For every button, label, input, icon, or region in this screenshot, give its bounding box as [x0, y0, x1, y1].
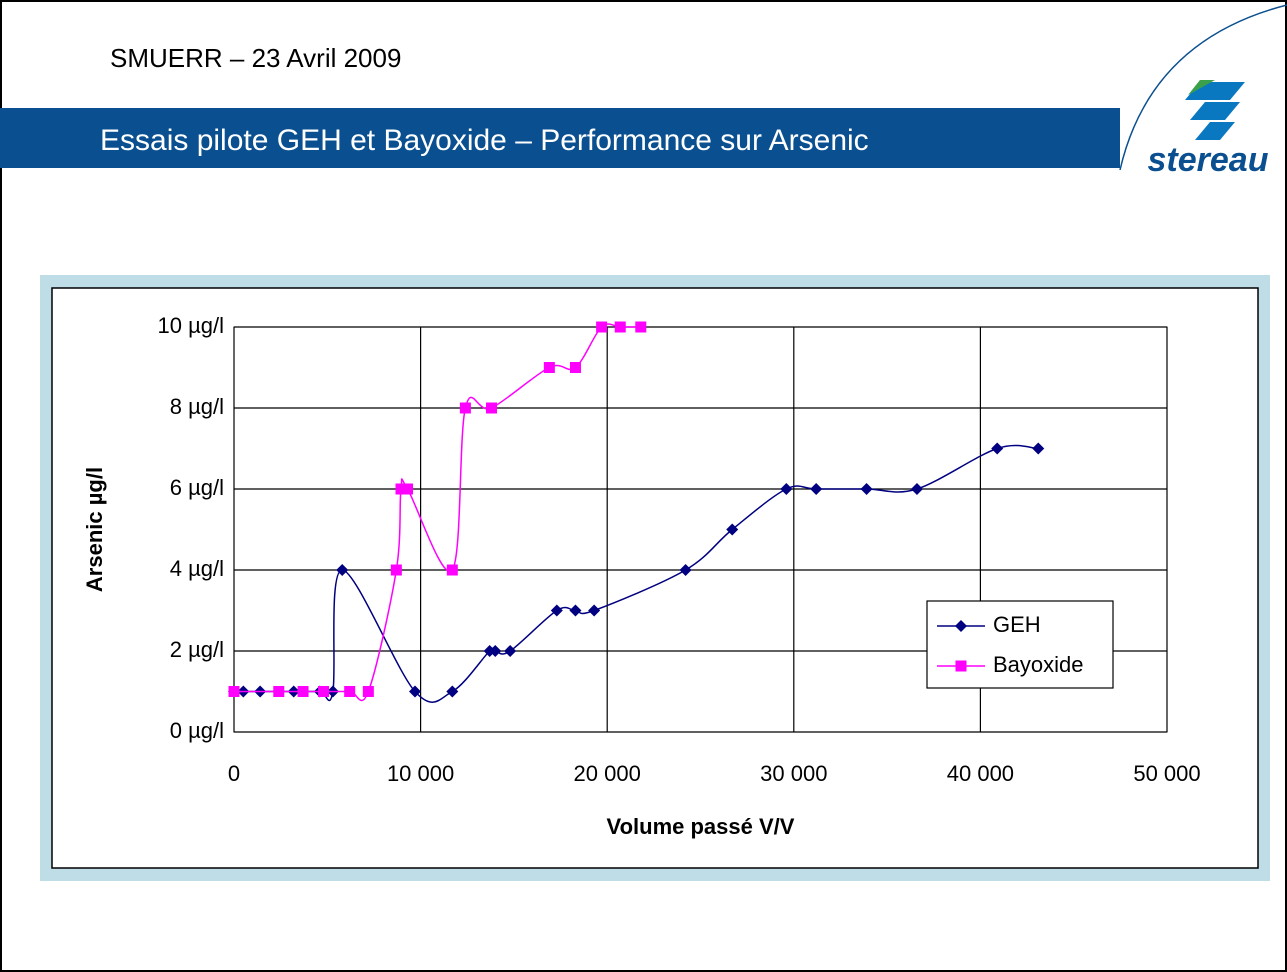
data-point [910, 483, 923, 495]
data-point [228, 686, 240, 697]
data-point [297, 686, 309, 697]
header-text: SMUERR – 23 Avril 2009 [110, 43, 401, 73]
x-tick-label: 30 000 [760, 761, 827, 786]
data-point [390, 564, 402, 576]
data-point [860, 483, 873, 495]
logo-text: stereau [1148, 141, 1269, 179]
data-point [459, 402, 471, 414]
data-point [446, 564, 458, 576]
data-point [780, 483, 793, 495]
y-tick-label: 8 µg/l [170, 394, 224, 419]
legend-label: GEH [993, 612, 1041, 637]
data-point [614, 321, 626, 333]
y-tick-label: 0 µg/l [170, 718, 224, 743]
data-point [273, 686, 285, 697]
y-tick-label: 10 µg/l [158, 313, 225, 338]
data-point [596, 321, 608, 333]
data-point [409, 685, 422, 698]
data-point [318, 686, 330, 697]
y-tick-label: 2 µg/l [170, 637, 224, 662]
data-point [635, 321, 647, 333]
data-point [810, 483, 823, 495]
data-point [402, 483, 414, 495]
legend-label: Bayoxide [993, 652, 1084, 677]
legend-box [926, 600, 1114, 689]
logo-icon [1185, 82, 1245, 140]
data-point [550, 604, 563, 617]
data-point [588, 604, 601, 617]
data-point [726, 523, 739, 536]
data-point [543, 362, 555, 373]
data-point [344, 686, 356, 697]
legend-marker [955, 620, 967, 632]
slide-title: Essais pilote GEH et Bayoxide – Performa… [100, 124, 869, 157]
y-tick-label: 6 µg/l [170, 475, 224, 500]
data-point [569, 362, 581, 373]
data-point [395, 483, 407, 495]
y-tick-label: 4 µg/l [170, 556, 224, 581]
data-point [362, 686, 374, 697]
x-tick-label: 0 [228, 761, 240, 786]
x-tick-label: 40 000 [947, 761, 1014, 786]
data-point [991, 442, 1004, 455]
logo-curve [1119, 4, 1287, 171]
logo-leaf [1188, 80, 1215, 95]
legend-marker [955, 660, 967, 672]
x-axis-label: Volume passé V/V [607, 814, 795, 839]
data-point [679, 564, 692, 576]
data-point [489, 645, 502, 657]
data-point [1032, 442, 1045, 455]
y-axis-label: Arsenic µg/l [82, 467, 107, 592]
data-point [504, 645, 517, 657]
data-point [336, 564, 349, 576]
x-tick-label: 10 000 [387, 761, 454, 786]
data-point [486, 402, 498, 414]
data-point [446, 685, 459, 698]
data-point [569, 604, 582, 617]
title-band [0, 108, 1120, 168]
x-tick-label: 50 000 [1133, 761, 1200, 786]
x-tick-label: 20 000 [574, 761, 641, 786]
